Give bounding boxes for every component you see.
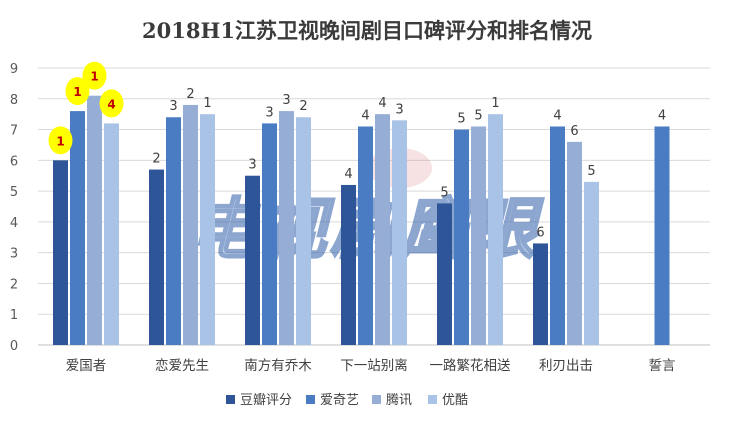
legend-label: 腾讯 [386, 392, 412, 408]
data-label: 5 [587, 164, 595, 179]
data-label: 1 [90, 70, 98, 84]
bar [654, 126, 670, 345]
data-label: 4 [658, 108, 666, 123]
data-label: 3 [282, 93, 290, 108]
chart-title: 2018H1江苏卫视晚间剧目口碑评分和排名情况 [142, 18, 592, 43]
legend-swatch [372, 395, 381, 404]
bar [584, 181, 599, 345]
bar [70, 111, 85, 345]
bar [437, 203, 452, 345]
y-tick-label: 1 [10, 308, 18, 323]
bar [392, 120, 407, 345]
bar [262, 123, 277, 346]
y-tick-label: 5 [10, 185, 18, 200]
data-label: 5 [440, 185, 448, 200]
y-tick-label: 0 [10, 339, 18, 354]
data-label: 6 [536, 225, 544, 240]
highlight-badge [99, 89, 124, 118]
bars-layer [53, 95, 670, 346]
bar [149, 169, 164, 345]
category-label: 爱国者 [66, 358, 107, 374]
data-label: 4 [107, 97, 115, 111]
data-label: 3 [265, 105, 273, 120]
data-label: 1 [73, 85, 81, 99]
bar [87, 95, 102, 345]
data-label: 3 [395, 102, 403, 117]
category-label: 誓言 [649, 358, 676, 374]
data-label: 2 [152, 152, 160, 167]
data-label: 4 [553, 108, 561, 123]
data-label: 3 [169, 99, 177, 114]
legend: 豆瓣评分 爱奇艺 腾讯 优酷 [226, 392, 468, 408]
y-tick-label: 8 [10, 93, 18, 108]
y-tick-label: 6 [10, 154, 18, 169]
y-tick-label: 7 [10, 124, 18, 139]
legend-swatch [428, 395, 437, 404]
bar [245, 175, 260, 345]
data-label: 4 [378, 96, 386, 111]
bar [488, 114, 503, 346]
category-label: 下一站别离 [340, 357, 408, 374]
data-label: 1 [56, 134, 64, 148]
highlight-badge [48, 126, 73, 155]
bar [53, 160, 68, 345]
legend-swatch [226, 395, 235, 404]
y-tick-label: 4 [10, 216, 18, 231]
bar [183, 104, 198, 345]
category-label: 一路繁花相送 [430, 358, 511, 374]
data-label: 1 [491, 96, 499, 111]
data-label: 5 [457, 112, 465, 127]
bar [296, 117, 311, 345]
highlight-badge [65, 77, 90, 106]
bar [279, 111, 294, 345]
bar [375, 114, 390, 346]
y-tick-label: 2 [10, 277, 18, 292]
bar [471, 126, 486, 345]
legend-swatch [306, 395, 315, 404]
category-label: 南方有乔木 [244, 358, 312, 374]
category-label: 利刃出击 [539, 358, 593, 374]
bar [166, 117, 181, 345]
y-tick-label: 3 [10, 247, 18, 262]
legend-label: 爱奇艺 [320, 392, 359, 408]
bar [341, 184, 356, 345]
highlight-badge [82, 61, 107, 90]
data-label: 3 [248, 158, 256, 173]
data-label: 5 [474, 108, 482, 123]
data-label: 2 [186, 87, 194, 102]
data-label: 4 [344, 167, 352, 182]
data-label: 1 [203, 96, 211, 111]
bar [533, 243, 548, 345]
bar [567, 141, 582, 345]
category-labels: 爱国者 恋爱先生 南方有乔木 下一站别离 一路繁花相送 利刃出击 誓言 [66, 357, 676, 374]
legend-label: 优酷 [442, 393, 468, 408]
bar [104, 123, 119, 346]
bar [358, 126, 373, 345]
data-label: 4 [361, 108, 369, 123]
data-label: 2 [299, 99, 307, 114]
y-tick-label: 9 [10, 62, 18, 77]
data-label: 6 [570, 124, 578, 139]
bar [454, 129, 469, 345]
legend-label: 豆瓣评分 [240, 393, 292, 408]
bar [200, 114, 215, 346]
bar [550, 126, 565, 345]
category-label: 恋爱先生 [155, 357, 209, 374]
